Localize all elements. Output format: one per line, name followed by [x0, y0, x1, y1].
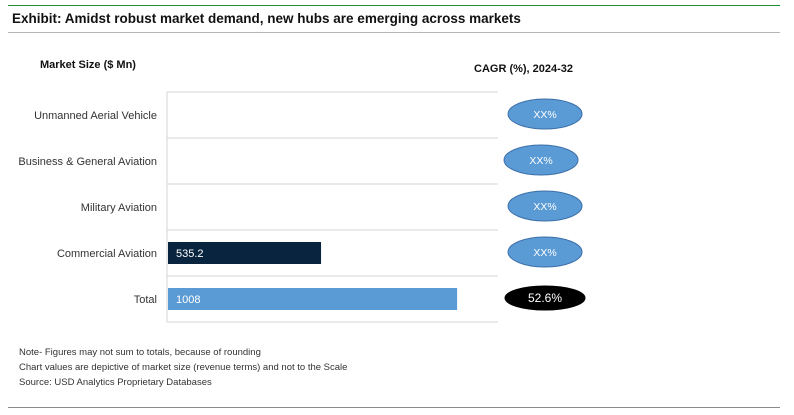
top-accent-rule — [8, 5, 780, 6]
cagr-bubble-label: XX% — [533, 201, 556, 213]
cagr-bubble-label: 52.6% — [528, 291, 562, 305]
rounding-note: Note- Figures may not sum to totals, bec… — [19, 347, 261, 358]
bar — [168, 288, 458, 310]
category-label: Commercial Aviation — [57, 248, 157, 260]
footnotes: Note- Figures may not sum to totals, bec… — [19, 345, 347, 390]
exhibit-title: Exhibit: Amidst robust market demand, ne… — [12, 11, 521, 26]
category-label: Military Aviation — [81, 202, 157, 214]
bottom-divider — [8, 407, 780, 408]
title-divider — [8, 32, 780, 33]
cagr-bubble — [503, 144, 579, 176]
source-note: Source: USD Analytics Proprietary Databa… — [19, 377, 212, 388]
bar-value-label: 1008 — [176, 294, 200, 306]
cagr-bubble-label: XX% — [533, 109, 556, 121]
scale-note: Chart values are depictive of market siz… — [19, 362, 348, 373]
category-label: Business & General Aviation — [18, 156, 157, 168]
category-label: Total — [134, 294, 157, 306]
category-label: Unmanned Aerial Vehicle — [34, 110, 157, 122]
market-size-axis-label: Market Size ($ Mn) — [40, 59, 136, 71]
cagr-bubble — [507, 236, 583, 268]
bar-value-label: 535.2 — [176, 248, 204, 260]
cagr-column-label: CAGR (%), 2024-32 — [474, 63, 574, 75]
cagr-bubble — [504, 285, 586, 311]
cagr-bubble — [507, 190, 583, 222]
bar — [168, 242, 322, 264]
market-size-chart: Unmanned Aerial Vehicle XX% Business & Gen… — [18, 91, 586, 323]
cagr-bubble — [507, 98, 583, 130]
cagr-bubble-label: XX% — [533, 247, 556, 259]
cagr-bubble-label: XX% — [529, 155, 552, 167]
